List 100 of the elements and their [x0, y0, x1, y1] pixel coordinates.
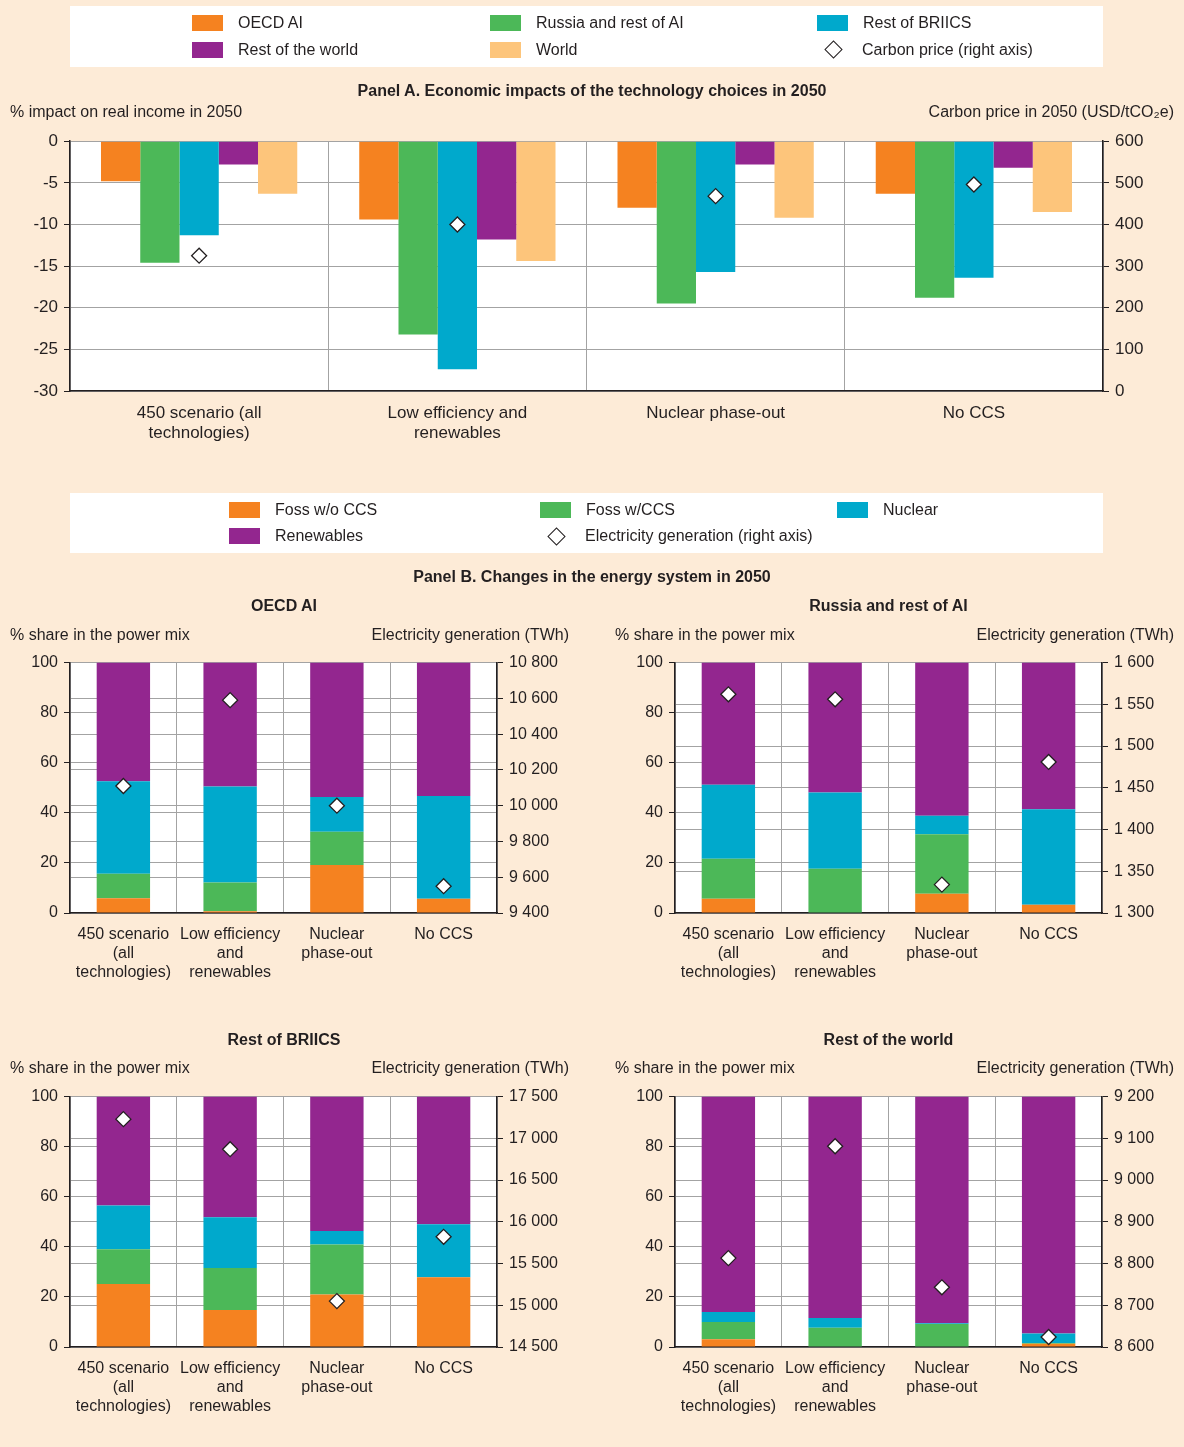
bar [203, 882, 257, 912]
x-tick-label: 450 scenario (all technologies) [75, 1359, 171, 1415]
y-tick-label: -25 [33, 339, 58, 359]
y2-tick-label: 300 [1115, 255, 1144, 275]
x-tick-label: Low efficiency and renewables [785, 1359, 886, 1415]
y2-tick-label: 600 [1115, 130, 1144, 150]
legend-label: OECD AI [238, 14, 303, 33]
x-tick-label: No CCS [414, 1359, 473, 1377]
bar [203, 662, 257, 787]
y2-tick-label: 8 800 [1114, 1253, 1155, 1271]
legend-label: Russia and rest of AI [536, 14, 684, 33]
point [707, 188, 724, 205]
x-tick-label: Low efficiency and renewables [180, 1359, 281, 1415]
y2-axis-title: Electricity generation (TWh) [976, 626, 1174, 644]
y2-tick-label: 1 300 [1114, 903, 1155, 921]
point [826, 691, 844, 708]
y-tick-label: 0 [654, 1337, 664, 1355]
bar [96, 1096, 151, 1206]
point [965, 176, 983, 193]
legend-label: Nuclear [883, 501, 939, 519]
y-tick-label: -10 [33, 214, 58, 234]
bar [416, 1096, 471, 1225]
y2-axis-title: Electricity generation (TWh) [976, 1059, 1174, 1077]
x-tick-label: No CCS [1019, 1359, 1078, 1377]
bar [701, 1339, 756, 1347]
bar [915, 1323, 969, 1347]
chart-subtitle: OECD AI [249, 597, 319, 615]
y2-tick-label: 14 500 [509, 1337, 559, 1355]
y-tick-label: -5 [42, 172, 58, 192]
point [720, 686, 737, 703]
x-tick-label: No CCS [942, 402, 1006, 422]
y-tick-label: 40 [40, 1237, 59, 1255]
bar [310, 1096, 364, 1232]
bar [203, 1268, 257, 1310]
y2-tick-label: 1 600 [1114, 653, 1155, 671]
bar [915, 1096, 969, 1324]
y-tick-label: -30 [33, 380, 58, 400]
bar [701, 662, 756, 785]
y2-tick-label: 17 500 [509, 1087, 559, 1105]
bar [915, 834, 969, 894]
legend-label: World [536, 40, 578, 59]
x-tick-label: 450 scenario (all technologies) [136, 402, 262, 443]
y-tick-label: -20 [33, 297, 58, 317]
bar [416, 796, 471, 899]
y-axis-title: % impact on real income in 2050 [10, 103, 243, 121]
y-axis-title: % share in the power mix [615, 1059, 795, 1077]
bar [203, 1217, 257, 1269]
y-tick-label: 0 [49, 903, 59, 921]
legend-label: Renewables [275, 527, 364, 545]
bar [808, 1096, 862, 1318]
y2-tick-label: 9 800 [509, 831, 550, 849]
x-tick-label: Nuclear phase-out [646, 402, 786, 422]
y-tick-label: 60 [40, 753, 59, 771]
bar [416, 898, 471, 913]
y-tick-label: 0 [48, 130, 58, 150]
y-axis-title: % share in the power mix [10, 626, 190, 644]
point [221, 692, 239, 709]
x-tick-label: 450 scenario (all technologies) [75, 925, 171, 981]
bar [701, 858, 756, 899]
y2-tick-label: 16 500 [509, 1170, 559, 1188]
bar [416, 1224, 471, 1278]
y2-tick-label: 10 000 [509, 796, 559, 814]
y-tick-label: 100 [636, 1087, 664, 1105]
bar [310, 1294, 364, 1347]
y-tick-label: 0 [49, 1337, 59, 1355]
y-tick-label: 40 [645, 1237, 664, 1255]
y2-tick-label: 8 700 [1114, 1295, 1155, 1313]
y-tick-label: 80 [645, 703, 664, 721]
legend-label: Rest of BRIICS [863, 14, 972, 33]
bar [96, 1249, 151, 1284]
legend-label: Rest of the world [238, 40, 359, 59]
point [933, 1279, 951, 1296]
y-tick-label: 20 [40, 1287, 59, 1305]
y2-axis-title: Electricity generation (TWh) [371, 1059, 569, 1077]
y2-tick-label: 8 600 [1114, 1337, 1155, 1355]
point [1040, 753, 1057, 771]
point [190, 247, 208, 264]
bar [1021, 809, 1076, 905]
bar [915, 815, 969, 835]
point [933, 876, 951, 893]
bar [701, 898, 756, 913]
y2-tick-label: 1 450 [1114, 778, 1155, 796]
y2-tick-label: 9 400 [509, 903, 550, 921]
bar [203, 1309, 257, 1347]
point [221, 1141, 239, 1158]
bar [915, 893, 969, 913]
bar [1021, 1096, 1076, 1334]
x-tick-label: 450 scenario (all technologies) [680, 925, 776, 981]
y2-tick-label: 1 550 [1114, 694, 1155, 712]
y-tick-label: 20 [645, 853, 664, 871]
x-tick-label: Low efficiency and renewables [387, 402, 528, 443]
point [328, 1292, 346, 1310]
bar [96, 1205, 151, 1250]
y2-tick-label: 9 000 [1114, 1170, 1155, 1188]
y2-tick-label: 10 400 [509, 724, 559, 742]
bar [96, 662, 151, 782]
y2-tick-label: 8 900 [1114, 1212, 1155, 1230]
y2-tick-label: 10 800 [509, 653, 559, 671]
legend-label: Carbon price (right axis) [862, 40, 1033, 59]
y-tick-label: 20 [40, 853, 59, 871]
